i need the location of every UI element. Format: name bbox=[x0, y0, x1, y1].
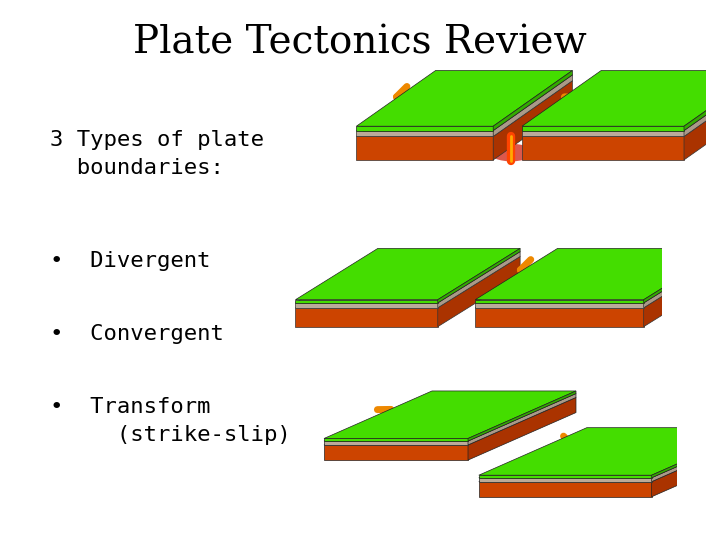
Polygon shape bbox=[475, 248, 720, 300]
Polygon shape bbox=[522, 131, 684, 137]
Text: Plate Tectonics Review: Plate Tectonics Review bbox=[133, 24, 587, 62]
Polygon shape bbox=[493, 75, 572, 137]
Polygon shape bbox=[324, 445, 468, 460]
Polygon shape bbox=[438, 248, 520, 303]
Polygon shape bbox=[295, 252, 520, 303]
Polygon shape bbox=[684, 81, 720, 160]
Polygon shape bbox=[684, 71, 720, 131]
Polygon shape bbox=[522, 126, 684, 131]
Polygon shape bbox=[324, 397, 576, 445]
Polygon shape bbox=[324, 441, 468, 445]
Polygon shape bbox=[295, 256, 520, 308]
Polygon shape bbox=[468, 394, 576, 445]
Polygon shape bbox=[356, 126, 493, 131]
Polygon shape bbox=[356, 137, 493, 160]
Polygon shape bbox=[479, 428, 720, 475]
Polygon shape bbox=[479, 475, 652, 478]
Polygon shape bbox=[356, 71, 572, 126]
Polygon shape bbox=[684, 75, 720, 137]
Text: •  Convergent: • Convergent bbox=[50, 324, 224, 344]
Polygon shape bbox=[438, 252, 520, 308]
Text: 3 Types of plate
  boundaries:: 3 Types of plate boundaries: bbox=[50, 130, 264, 178]
Polygon shape bbox=[356, 131, 493, 137]
Polygon shape bbox=[522, 75, 720, 131]
Polygon shape bbox=[468, 391, 576, 441]
Polygon shape bbox=[644, 248, 720, 303]
Polygon shape bbox=[479, 482, 652, 497]
Polygon shape bbox=[468, 397, 576, 460]
Text: •  Divergent: • Divergent bbox=[50, 251, 211, 271]
Polygon shape bbox=[522, 81, 720, 137]
Polygon shape bbox=[493, 81, 572, 160]
Polygon shape bbox=[652, 434, 720, 497]
Polygon shape bbox=[438, 256, 520, 327]
Polygon shape bbox=[522, 137, 684, 160]
Polygon shape bbox=[479, 478, 652, 482]
Polygon shape bbox=[295, 248, 520, 300]
Polygon shape bbox=[475, 252, 720, 303]
Polygon shape bbox=[475, 300, 644, 303]
Text: •  Transform
     (strike-slip): • Transform (strike-slip) bbox=[50, 397, 291, 445]
Polygon shape bbox=[324, 394, 576, 441]
Polygon shape bbox=[295, 303, 438, 308]
Polygon shape bbox=[324, 438, 468, 441]
Polygon shape bbox=[479, 434, 720, 482]
Polygon shape bbox=[356, 81, 572, 137]
Polygon shape bbox=[522, 71, 720, 126]
Polygon shape bbox=[652, 428, 720, 478]
Polygon shape bbox=[475, 303, 644, 308]
Ellipse shape bbox=[490, 144, 533, 161]
Polygon shape bbox=[644, 256, 720, 327]
Polygon shape bbox=[644, 252, 720, 308]
Polygon shape bbox=[479, 430, 720, 478]
Polygon shape bbox=[295, 308, 438, 327]
Polygon shape bbox=[295, 300, 438, 303]
Polygon shape bbox=[356, 75, 572, 131]
Polygon shape bbox=[493, 71, 572, 131]
Polygon shape bbox=[475, 308, 644, 327]
Polygon shape bbox=[475, 256, 720, 308]
Polygon shape bbox=[652, 430, 720, 482]
Polygon shape bbox=[324, 391, 576, 438]
